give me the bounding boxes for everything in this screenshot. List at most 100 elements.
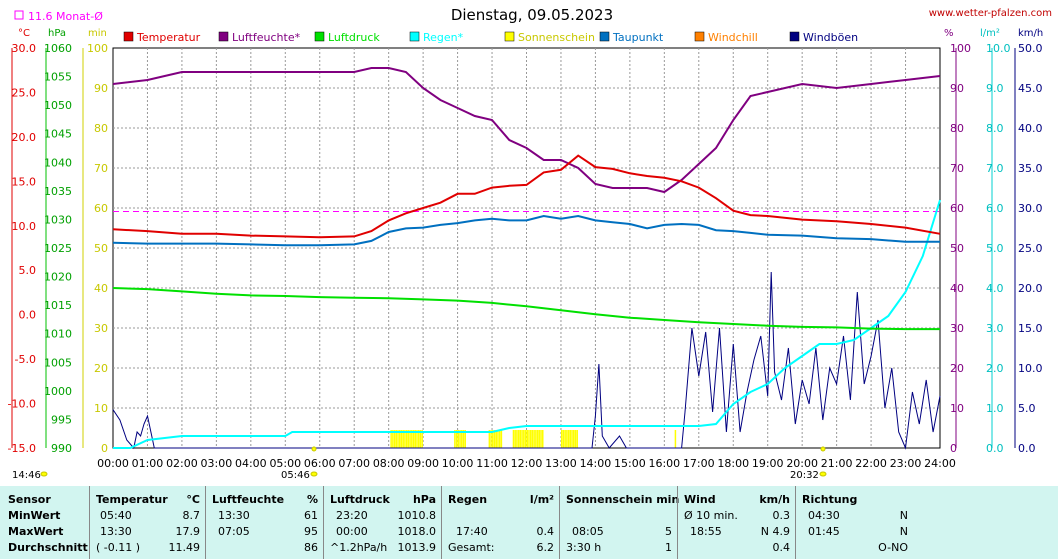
stats-dir-max-time: 01:45 (808, 525, 840, 538)
pct-tick-label: 40 (950, 282, 964, 295)
series-line-gust (112, 271, 941, 450)
sunshine-bar (419, 430, 422, 448)
x-tick-label: 12:00 (511, 457, 543, 470)
stats-col-pressure: Luftdruck hPa 23:20 1010.8 00:00 1018.0 … (323, 486, 442, 559)
rain-tick-label: 0.0 (986, 442, 1004, 455)
stats-wind-avg-label: Ø 10 min. (684, 509, 738, 522)
stats-rain-title: Regen (448, 493, 488, 506)
temp-tick-label: 0.0 (19, 309, 37, 322)
stats-temp-trend: ( -0.11 ) (96, 541, 141, 554)
sunshine-bar (399, 430, 401, 448)
unit-press: hPa (48, 28, 66, 39)
temp-tick-label: -15.0 (8, 442, 36, 455)
sunshine-bar (392, 430, 394, 448)
stats-col-sun: Sonnenschein min 08:05 5 3:30 h 1 (559, 486, 679, 559)
stats-rain-total-label: Gesamt: (448, 541, 495, 554)
min-tick-label: 60 (94, 202, 108, 215)
stats-col-wind: Wind km/h Ø 10 min. 0.3 18:55 N 4.9 0.4 (677, 486, 796, 559)
pct-tick-label: 100 (950, 42, 971, 55)
stats-row-avg: Durchschnitt (8, 541, 88, 554)
min-tick-label: 10 (94, 402, 108, 415)
stats-wind-max-time: 18:55 (690, 525, 722, 538)
x-tick-label: 20:00 (786, 457, 818, 470)
rain-tick-label: 8.0 (986, 122, 1004, 135)
press-tick-label: 1020 (44, 271, 72, 284)
x-tick-label: 10:00 (442, 457, 474, 470)
stats-press-title: Luftdruck (330, 493, 390, 506)
sunshine-bar (495, 430, 497, 448)
sunshine-bar (490, 430, 492, 448)
pct-tick-label: 60 (950, 202, 964, 215)
sunshine-bar (536, 430, 539, 448)
sunshine-bar (500, 430, 503, 448)
sunshine-bar (461, 430, 463, 448)
pct-tick-label: 20 (950, 362, 964, 375)
sunshine-bar (414, 430, 417, 448)
x-tick-label: 01:00 (132, 457, 164, 470)
sunshine-bar (542, 430, 544, 448)
legend-swatch (218, 31, 229, 42)
legend-label: Taupunkt (612, 31, 664, 44)
x-tick-label: 16:00 (648, 457, 680, 470)
x-tick-label: 04:00 (235, 457, 267, 470)
wind-tick-label: 35.0 (1018, 162, 1043, 175)
legend-swatch (789, 31, 800, 42)
stats-rain-total-val: 6.2 (536, 541, 555, 554)
rain-tick-label: 9.0 (986, 82, 1004, 95)
monthly-avg-label: 11.6 Monat-Ø (28, 10, 103, 23)
stats-temp-max-val: 17.9 (175, 525, 201, 538)
min-tick-label: 30 (94, 322, 108, 335)
min-tick-label: 0 (101, 442, 108, 455)
sunshine-bar (512, 430, 515, 448)
stats-temp-min-time: 05:40 (100, 509, 132, 522)
min-tick-label: 100 (87, 42, 108, 55)
press-tick-label: 990 (51, 442, 72, 455)
rain-tick-label: 3.0 (986, 322, 1004, 335)
series-line-dewpoint (112, 214, 940, 247)
stats-hum-unit: % (306, 493, 318, 506)
wind-tick-label: 0.0 (1018, 442, 1036, 455)
min-tick-label: 70 (94, 162, 108, 175)
sunshine-bar (674, 430, 677, 448)
sunrise-label: 05:46 (281, 470, 310, 481)
sunshine-bar (411, 430, 413, 448)
stats-temp-title: Temperatur (96, 493, 168, 506)
sunshine-bar (564, 430, 566, 448)
sunshine-bar (517, 430, 520, 448)
press-tick-label: 1035 (44, 185, 72, 198)
press-tick-label: 1060 (44, 42, 72, 55)
sunset-label: 20:32 (790, 470, 819, 481)
series-line-pressure (112, 287, 940, 331)
stats-press-avg-val: 1013.9 (397, 541, 437, 554)
stats-hum-max-time: 07:05 (218, 525, 250, 538)
stats-rain-max-val: 0.4 (536, 525, 555, 538)
wind-tick-label: 25.0 (1018, 242, 1043, 255)
sunshine-bar (560, 430, 563, 448)
sunshine-bar (393, 430, 396, 448)
stats-hum-min-val: 61 (304, 509, 318, 522)
time-left: 14:46 (12, 470, 41, 481)
x-tick-label: 09:00 (407, 457, 439, 470)
sunshine-bar (421, 430, 423, 448)
press-tick-label: 1050 (44, 99, 72, 112)
wind-tick-label: 45.0 (1018, 82, 1043, 95)
sunshine-bar (567, 430, 570, 448)
sunshine-bar (412, 430, 415, 448)
stats-press-min-time: 23:20 (336, 509, 368, 522)
stats-hum-title: Luftfeuchte (212, 493, 285, 506)
min-tick-label: 20 (94, 362, 108, 375)
press-tick-label: 995 (51, 413, 72, 426)
stats-temp-unit: °C (186, 493, 200, 506)
site-link[interactable]: www.wetter-pfalzen.com (929, 8, 1052, 19)
x-tick-label: 00:00 (97, 457, 129, 470)
x-tick-label: 08:00 (373, 457, 405, 470)
press-tick-label: 1005 (44, 356, 72, 369)
pct-tick-label: 30 (950, 322, 964, 335)
sunshine-bar (402, 430, 404, 448)
press-tick-label: 1010 (44, 328, 72, 341)
pct-tick-label: 10 (950, 402, 964, 415)
stats-wind-min-val: 0.3 (772, 509, 791, 522)
x-tick-label: 19:00 (752, 457, 784, 470)
sunshine-bar (492, 430, 494, 448)
unit-pct: % (944, 28, 954, 39)
